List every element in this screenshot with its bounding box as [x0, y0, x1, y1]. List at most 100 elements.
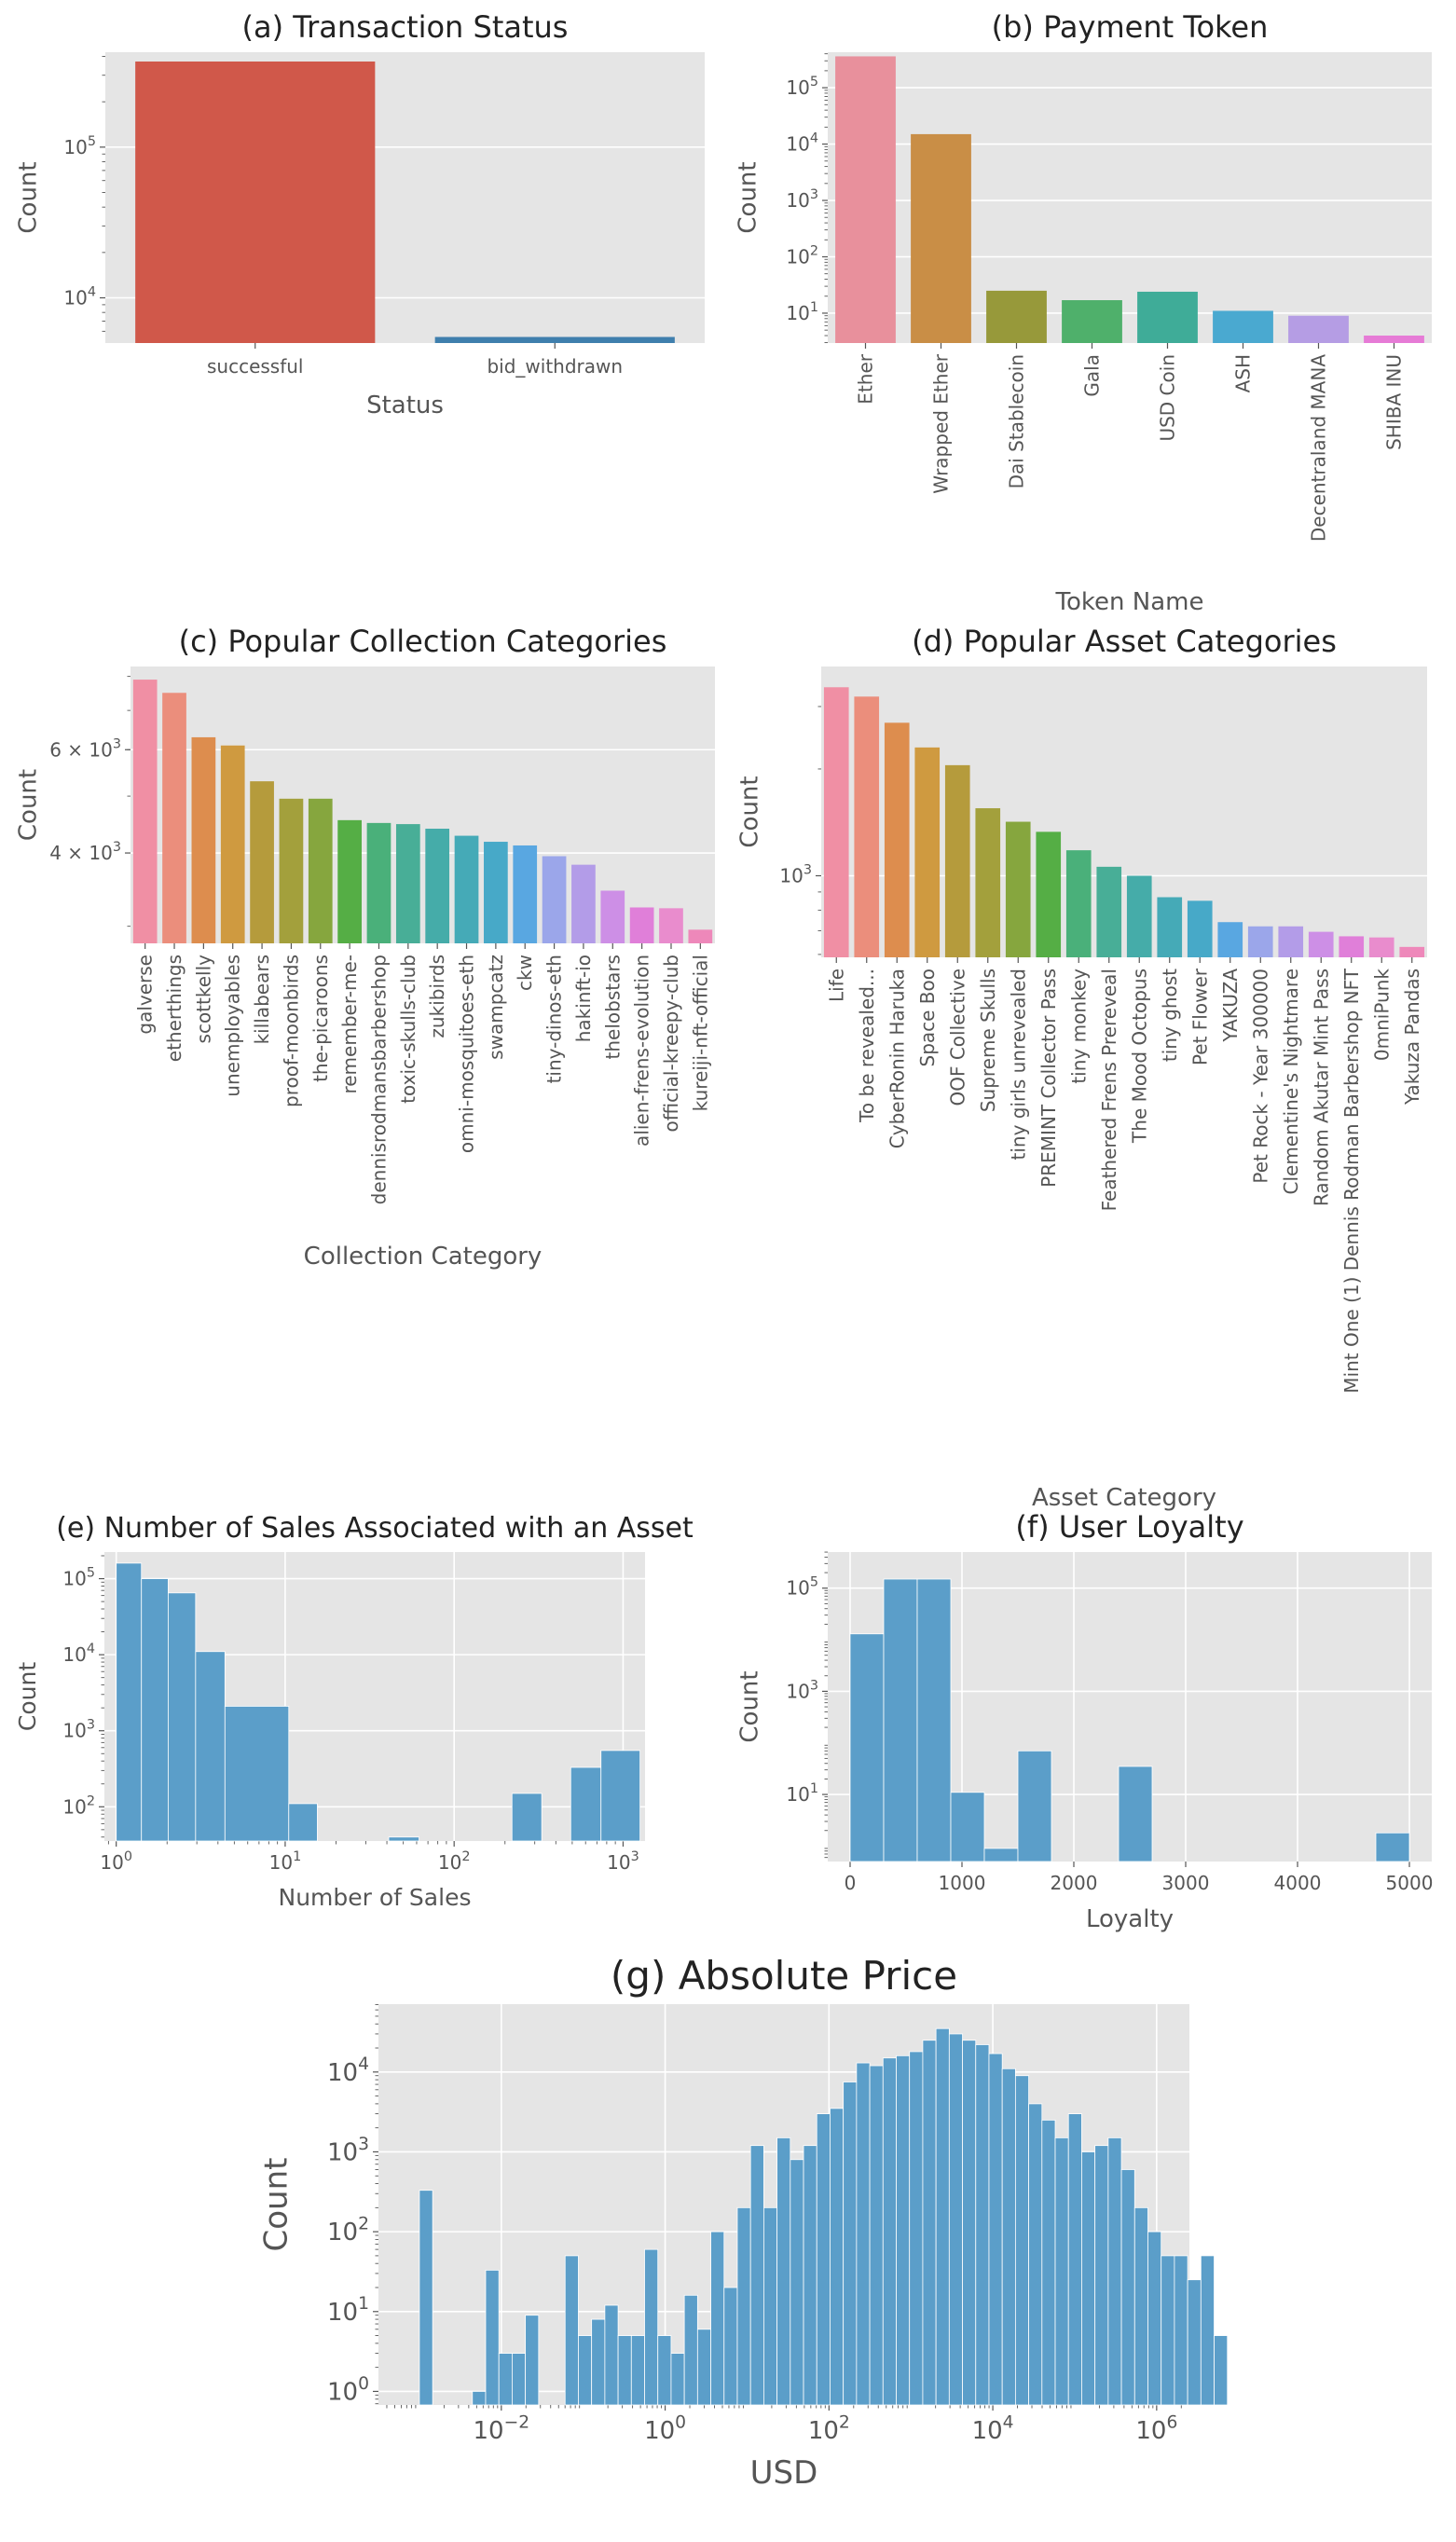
histogram-bin-55 — [1147, 2231, 1162, 2406]
bar-space-boo — [914, 747, 941, 957]
x-tick-label: killabears — [251, 955, 273, 1044]
x-tick-label: thelobstars — [601, 955, 624, 1059]
y-tick-label: 105 — [62, 1566, 95, 1590]
x-tick-label: 5000 — [1386, 1872, 1434, 1894]
histogram-bin-24 — [736, 2206, 751, 2406]
histogram-bin-43 — [988, 2053, 1003, 2406]
chart-title: (a) Transaction Status — [242, 9, 569, 45]
histogram-bin-33 — [856, 2062, 871, 2406]
x-tick-labels: galverse etherthings scottkelly unemployabl… — [134, 955, 712, 1204]
bar-ash — [1213, 310, 1273, 343]
x-tick-label: remember-me- — [338, 955, 361, 1094]
histogram-bin-3 — [195, 1651, 226, 1842]
x-tick-label: Decentraland MANA — [1308, 354, 1330, 542]
y-tick-label: 100 — [327, 2374, 369, 2407]
x-tick-label: 1000 — [939, 1872, 986, 1894]
histogram-bin-6 — [498, 2353, 513, 2406]
x-tick-label: etherthings — [163, 955, 185, 1062]
x-tick-label: proof-moonbirds — [280, 955, 302, 1107]
histogram-bin-34 — [869, 2065, 884, 2406]
histogram-bin-36 — [896, 2054, 911, 2406]
histogram-bin-59 — [1200, 2255, 1215, 2406]
histogram-bin-12 — [578, 2335, 593, 2406]
y-tick-label: 6 × 103 — [49, 736, 121, 761]
x-tick-label: 10−2 — [473, 2412, 529, 2445]
bar-toxic-skulls-club — [395, 824, 420, 943]
histogram-bin-6 — [1118, 1766, 1153, 1862]
chart-title: (d) Popular Asset Categories — [912, 624, 1337, 659]
bar-clementine-s-nightmare — [1278, 926, 1304, 957]
bars — [823, 687, 1425, 957]
bar-gala — [1062, 300, 1122, 343]
bar-oof-collective — [944, 764, 970, 957]
histogram-bin-38 — [922, 2040, 937, 2406]
bar-thelobstars — [600, 890, 625, 943]
x-axis-label: Asset Category — [1032, 1484, 1216, 1512]
bar-yakuza-pandas — [1399, 946, 1425, 957]
x-tick-label: YAKUZA — [1219, 969, 1242, 1043]
bar-decentraland-mana — [1288, 315, 1349, 343]
bar-yakuza — [1217, 922, 1243, 957]
x-tick-label: scottkelly — [192, 955, 214, 1044]
bar-usd-coin — [1137, 291, 1198, 343]
x-tick-label: 100 — [644, 2412, 686, 2445]
bar-successful — [135, 61, 376, 344]
histogram-bin-7 — [512, 2353, 527, 2406]
bar-premint-collector-pass — [1036, 831, 1062, 957]
x-tick-label: Ether — [855, 353, 877, 404]
histogram-bin-53 — [1120, 2169, 1135, 2406]
histogram-bin-58 — [1187, 2279, 1202, 2406]
histogram-bin-45 — [1014, 2075, 1029, 2406]
histogram-bin-17 — [644, 2248, 659, 2406]
histogram-bin-4 — [224, 1706, 290, 1842]
histogram-bin-11 — [564, 2255, 579, 2406]
histogram-bin-40 — [948, 2033, 963, 2406]
histogram-bin-5 — [1017, 1750, 1052, 1862]
bar-pet-rock-year-300000 — [1247, 926, 1273, 957]
bar-zukibirds — [425, 829, 450, 943]
x-tick-label: dennisrodmansbarbershop — [367, 955, 390, 1204]
x-tick-label: 0 — [845, 1872, 857, 1894]
x-tick-label: tiny girls unrevealed — [1007, 969, 1029, 1160]
histogram-bars — [116, 1562, 641, 1842]
x-tick-label: hakinft-io — [572, 955, 595, 1042]
x-tick-label: 101 — [269, 1849, 302, 1874]
histogram-bin-47 — [1041, 2119, 1056, 2406]
x-tick-label: Feathered Frens Prereveal — [1098, 969, 1120, 1211]
x-tick-label: 106 — [1135, 2412, 1177, 2445]
x-tick-label: Random Akutar Mint Pass — [1310, 969, 1332, 1206]
y-tick-label: 102 — [786, 243, 818, 268]
x-tick-label: 102 — [808, 2412, 850, 2445]
x-tick-label: alien-frens-evolution — [631, 955, 653, 1147]
plot-area-c — [130, 666, 715, 943]
y-tick-label: 4 × 103 — [49, 840, 121, 864]
x-axis-label: Status — [366, 392, 444, 419]
x-tick-labels: Life To be revealed... CyberRonin Haruka Sp… — [825, 968, 1423, 1393]
x-tick-label: kureiji-nft-official — [689, 955, 711, 1111]
histogram-bin-35 — [882, 2057, 897, 2406]
x-tick-label: Life — [825, 969, 847, 1002]
x-tick-label: ckw — [514, 955, 536, 991]
bar-0mnipunk — [1368, 937, 1394, 957]
x-tick-label: unemployables — [222, 955, 244, 1097]
bars — [132, 680, 713, 943]
histogram-bin-5 — [485, 2269, 500, 2406]
x-tick-label: omni-mosquitoes-eth — [456, 955, 478, 1153]
histogram-bin-44 — [1001, 2068, 1016, 2406]
y-tick-label: 103 — [327, 2135, 369, 2167]
y-tick-label: 103 — [786, 187, 818, 212]
chart-a: (a) Transaction Status 104 105 Count success… — [15, 9, 705, 419]
histogram-bars — [419, 2027, 1229, 2406]
x-tick-label: swampcatz — [485, 955, 507, 1060]
bar-tiny-girls-unrevealed — [1005, 821, 1031, 957]
bar-cyberronin-haruka — [884, 722, 910, 957]
y-tick-label: 105 — [786, 1575, 818, 1600]
histogram-bin-29 — [803, 2145, 817, 2406]
bar-supreme-skulls — [975, 808, 1001, 957]
chart-e: (e) Number of Sales Associated with an A… — [14, 1512, 694, 1911]
x-tick-label: Dai Stablecoin — [1006, 354, 1028, 488]
histogram-bin-13 — [591, 2318, 606, 2406]
x-tick-label: Mint One (1) Dennis Rodman Barbershop NF… — [1340, 968, 1363, 1393]
bar-the-mood-octopus — [1126, 875, 1152, 957]
bar-tiny-ghost — [1157, 897, 1183, 957]
